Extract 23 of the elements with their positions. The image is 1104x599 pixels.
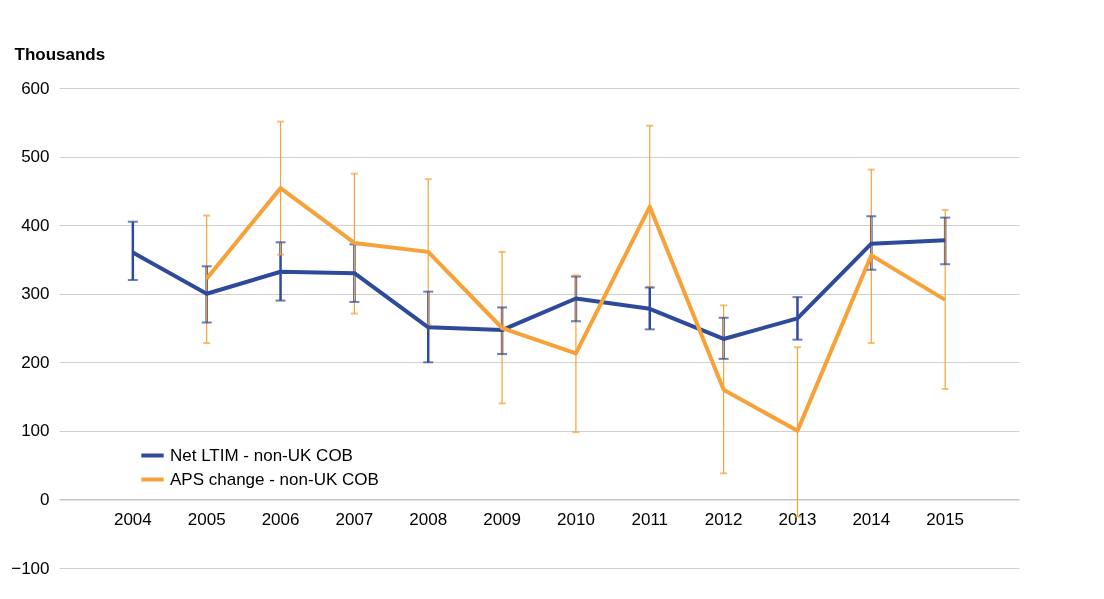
y-tick-label: 200 [21, 352, 50, 372]
x-tick-label: 2006 [261, 509, 300, 529]
y-tick-label: −100 [11, 558, 50, 578]
x-tick-label: 2014 [852, 509, 891, 529]
x-tick-label: 2011 [631, 509, 669, 529]
x-tick-label: 2015 [926, 509, 965, 529]
x-tick-label: 2013 [778, 509, 817, 529]
x-tick-label: 2008 [409, 509, 448, 529]
x-tick-label: 2010 [557, 509, 595, 529]
y-tick-label: 0 [40, 489, 50, 509]
y-tick-label: 400 [21, 215, 50, 235]
x-tick-label: 2004 [113, 509, 152, 529]
y-tick-label: 500 [21, 147, 50, 167]
legend-label: APS change - non-UK COB [170, 469, 379, 489]
legend-label: Net LTIM - non-UK COB [170, 445, 353, 465]
x-tick-label: 2007 [335, 509, 374, 529]
x-tick-label: 2009 [483, 509, 521, 529]
y-tick-label: 600 [21, 78, 50, 98]
x-tick-label: 2005 [187, 509, 226, 529]
y-axis-title: Thousands [14, 44, 106, 64]
y-tick-label: 300 [21, 284, 50, 304]
x-tick-label: 2012 [704, 509, 743, 529]
y-tick-label: 100 [21, 421, 50, 441]
